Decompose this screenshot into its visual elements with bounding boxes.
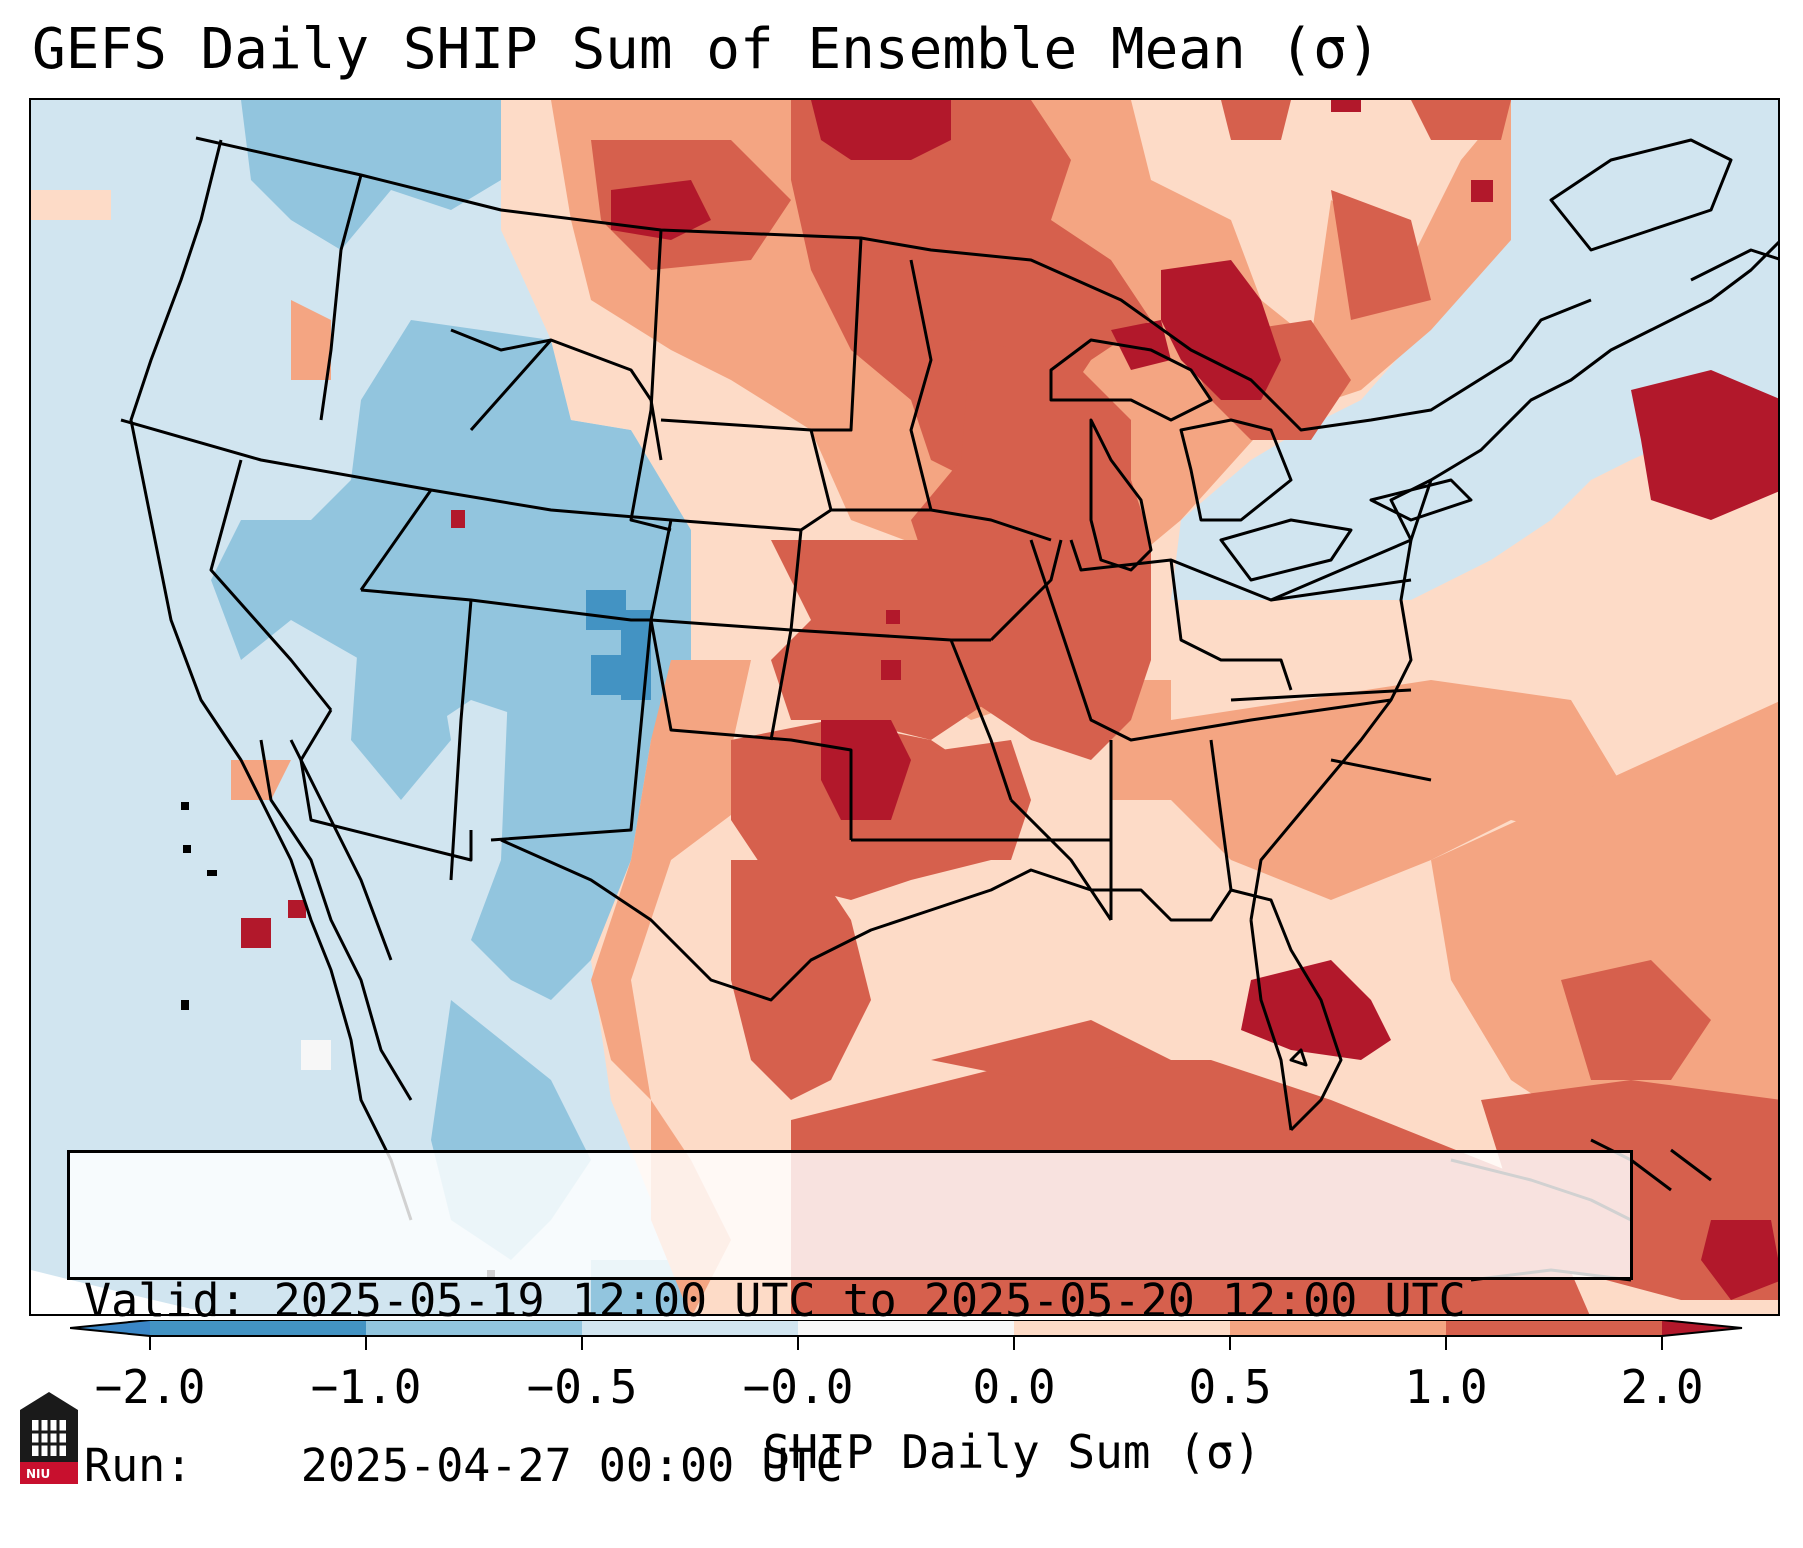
- run-time-line: Run: 2025-04-27 00:00 UTC: [84, 1438, 1630, 1493]
- extreme-positive-regions: [241, 100, 1778, 1300]
- map-title: GEFS Daily SHIP Sum of Ensemble Mean (σ): [32, 17, 1381, 82]
- colorbar-tick-label: 1.0: [1404, 1360, 1488, 1414]
- colorbar-tick-label: 0.0: [972, 1360, 1056, 1414]
- run-value: 2025-04-27 00:00 UTC: [300, 1439, 843, 1492]
- run-label: Run:: [84, 1439, 193, 1492]
- colorbar-label: SHIP Daily Sum (σ): [762, 1425, 1262, 1479]
- strong-negative-patches: [586, 590, 651, 700]
- colorbar-tick-label: −0.0: [742, 1360, 854, 1414]
- projection-corner: [31, 1270, 214, 1314]
- colorbar-bin: [150, 1320, 366, 1336]
- colorbar-bin: [582, 1320, 798, 1336]
- niu-logo-icon: [20, 1392, 78, 1484]
- valid-value: 2025-05-19 12:00 UTC to 2025-05-20 12:00…: [273, 1274, 1466, 1327]
- colorbar-extend-low: [70, 1320, 150, 1336]
- colorbar-bin: [1446, 1320, 1662, 1336]
- valid-time-line: Valid: 2025-05-19 12:00 UTC to 2025-05-2…: [84, 1273, 1630, 1328]
- valid-run-info-box: Valid: 2025-05-19 12:00 UTC to 2025-05-2…: [67, 1150, 1633, 1492]
- colorbar-tick-label: 0.5: [1188, 1360, 1272, 1414]
- neutral-patch: [301, 1040, 331, 1070]
- colorbar-tick-label: −0.5: [526, 1360, 638, 1414]
- colorbar-bin: [1230, 1320, 1446, 1336]
- colorbar-bin: [798, 1320, 1014, 1336]
- valid-label: Valid:: [84, 1274, 247, 1327]
- logo-text: NIU: [26, 1467, 51, 1481]
- map-panel: [29, 98, 1780, 1316]
- colorbar-bin: [1014, 1320, 1230, 1336]
- ship-map: [31, 100, 1778, 1314]
- colorbar: [70, 1320, 1743, 1350]
- colorbar-extend-high: [1662, 1320, 1742, 1336]
- colorbar-tick-label: −1.0: [310, 1360, 422, 1414]
- colorbar-tick-label: 2.0: [1620, 1360, 1704, 1414]
- colorbar-bin: [366, 1320, 582, 1336]
- colorbar-tick-label: −2.0: [94, 1360, 206, 1414]
- colorbar-ticks: [149, 1336, 1663, 1350]
